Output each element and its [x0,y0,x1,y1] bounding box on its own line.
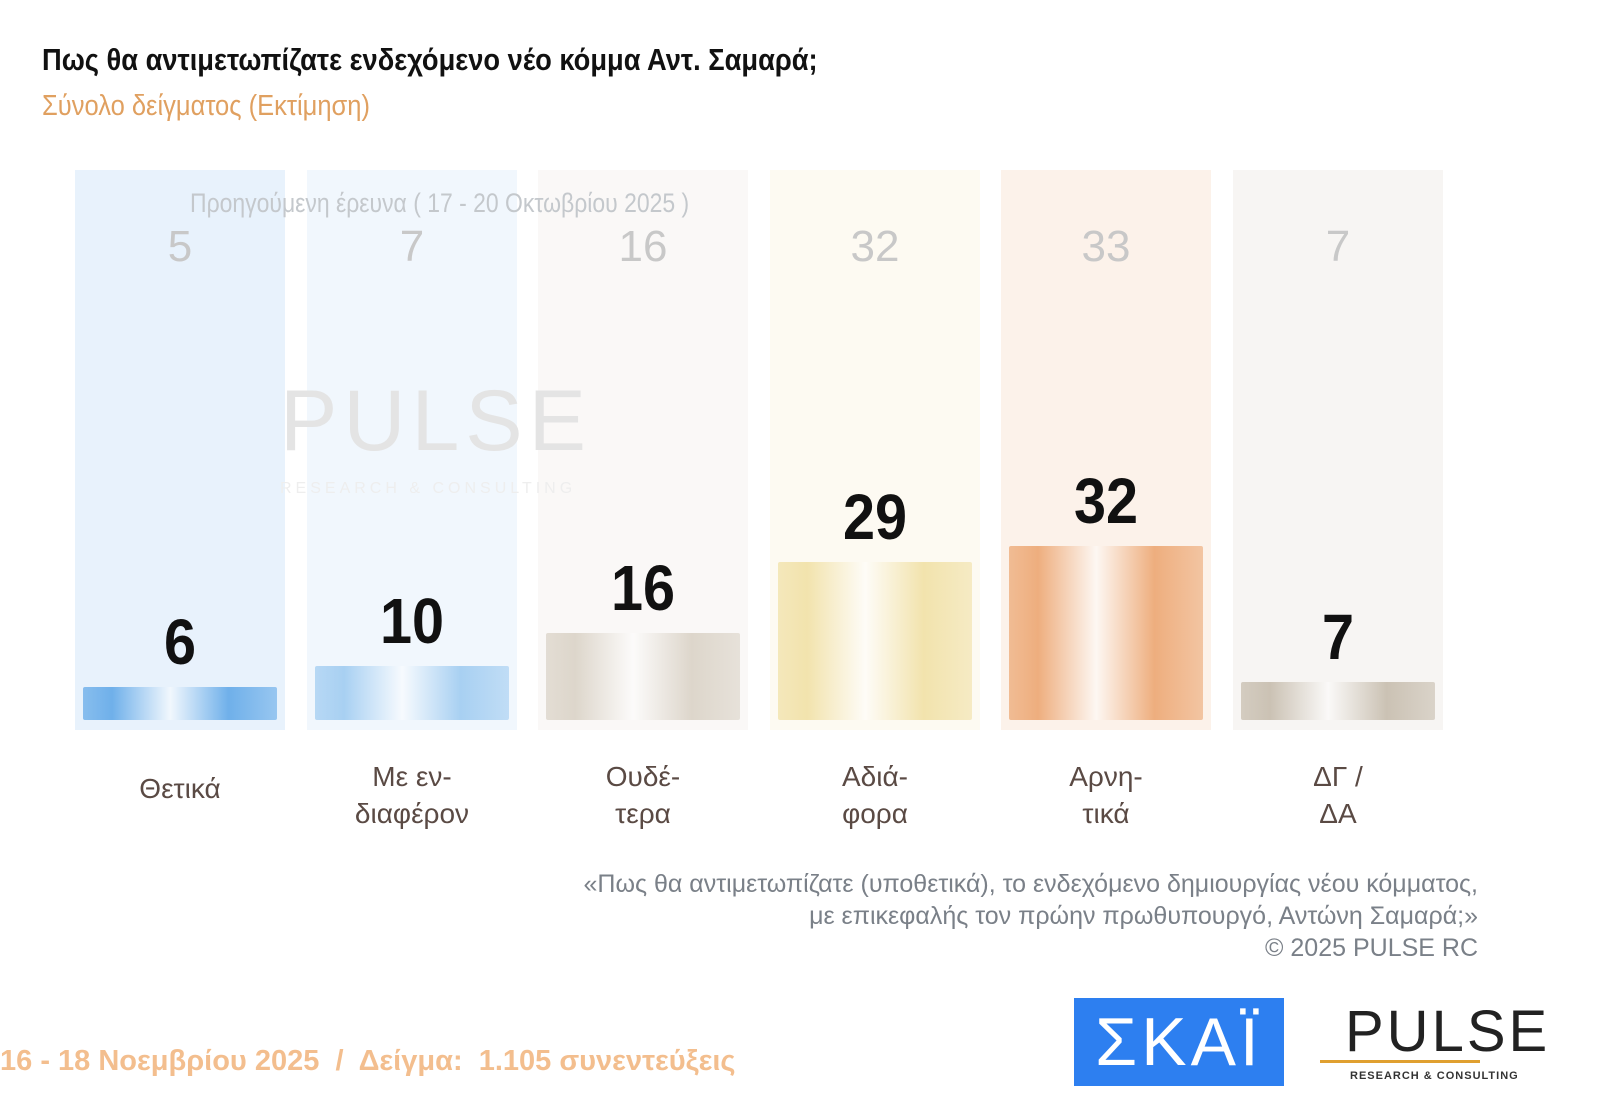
category-label: Αδιά- φορα [842,761,908,829]
column-background [1233,170,1443,730]
bar [83,687,277,720]
category-label: Θετικά [139,773,221,804]
watermark-logo: PULSE [280,373,593,469]
chart-title: Πως θα αντιμετωπίζατε ενδεχόμενο νέο κόμ… [42,42,818,77]
pulse-logo-line [1320,1060,1480,1063]
pulse-logo-subtitle: RESEARCH & CONSULTING [1350,1070,1519,1082]
bar-value-label: 6 [163,606,197,679]
bar-value-label: 16 [610,551,676,624]
bar [546,632,740,720]
skai-logo: ΣΚΑΪ [1074,998,1284,1086]
bar-value-label: 10 [379,584,445,657]
previous-value-label: 16 [618,222,668,271]
bar [1241,681,1435,720]
previous-value-label: 5 [167,222,193,271]
bar-value-label: 29 [842,480,908,553]
watermark-subtitle: RESEARCH & CONSULTING [280,480,577,497]
category-label: Αρνη- τικά [1069,761,1143,829]
chart-subtitle: Σύνολο δείγματος (Εκτίμηση) [42,90,371,122]
bar [315,665,509,720]
previous-survey-label: Προηγούμενη έρευνα ( 17 - 20 Οκτωβρίου 2… [190,188,690,218]
survey-footer: 16 - 18 Νοεμβρίου 2025 / Δείγμα: 1.105 σ… [0,1045,736,1077]
category-label: Ουδέ- τερα [605,761,681,829]
bar-value-label: 32 [1073,464,1139,537]
column-background [307,170,517,730]
column-background [75,170,285,730]
bar [778,561,972,720]
category-label: ΔΓ / ΔΑ [1313,761,1363,829]
bar [1009,545,1203,720]
previous-value-label: 7 [1325,222,1351,271]
previous-value-label: 33 [1081,222,1131,271]
category-label: Με εν- διαφέρον [354,761,470,829]
pulse-logo: PULSE [1345,999,1551,1064]
previous-value-label: 32 [850,222,900,271]
bar-value-label: 7 [1321,600,1355,673]
question-note: «Πως θα αντιμετωπίζατε (υποθετικά), το ε… [583,870,1478,962]
previous-value-label: 7 [399,222,425,271]
